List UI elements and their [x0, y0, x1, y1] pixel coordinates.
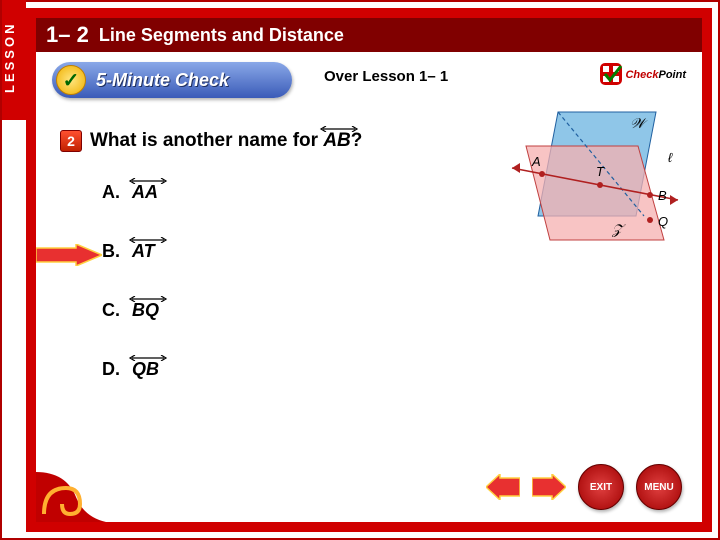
- footer-swirl-icon: [36, 452, 106, 522]
- exit-button[interactable]: EXIT: [578, 464, 624, 510]
- option-d[interactable]: D. QB: [102, 359, 159, 380]
- question-suffix: ?: [351, 130, 363, 151]
- checkpoint-check-text: Check: [625, 69, 658, 81]
- nav-bar: EXIT MENU: [486, 464, 682, 510]
- line-arrow-icon: [128, 296, 168, 302]
- checkpoint-icon: [597, 60, 625, 88]
- five-minute-check-badge: ✓ 5-Minute Check: [52, 62, 292, 98]
- svg-text:ℓ: ℓ: [668, 150, 673, 165]
- over-lesson-text: Over Lesson 1– 1: [324, 68, 448, 85]
- checkpoint-logo: CheckPoint: [597, 60, 686, 88]
- question-segment: AB: [323, 130, 350, 152]
- next-button[interactable]: [532, 474, 566, 500]
- line-arrow-icon: [128, 355, 168, 361]
- question-prefix: What is another name for: [90, 130, 323, 151]
- option-label: D.: [102, 359, 132, 380]
- svg-text:T: T: [596, 164, 605, 179]
- lesson-number: 1– 2: [46, 22, 89, 48]
- svg-text:A: A: [531, 154, 541, 169]
- question-number-badge: 2: [60, 130, 82, 152]
- prev-button[interactable]: [486, 474, 520, 500]
- option-a[interactable]: A. AA: [102, 182, 159, 203]
- option-b[interactable]: B. AT: [102, 241, 159, 262]
- svg-text:Q: Q: [658, 214, 668, 229]
- lesson-tab: LESSON: [2, 0, 26, 120]
- title-bar: 1– 2 Line Segments and Distance: [36, 18, 702, 52]
- inner-frame: 1– 2 Line Segments and Distance ✓ 5-Minu…: [26, 8, 712, 532]
- line-arrow-icon: [128, 237, 168, 243]
- question-text: What is another name for AB?: [90, 130, 362, 152]
- menu-button[interactable]: MENU: [636, 464, 682, 510]
- line-arrow-icon: [128, 178, 168, 184]
- check-label: 5-Minute Check: [96, 70, 229, 91]
- checkpoint-point-text: Point: [659, 69, 687, 81]
- option-segment: BQ: [132, 300, 159, 321]
- option-segment: AT: [132, 241, 155, 262]
- option-label: C.: [102, 300, 132, 321]
- lesson-title: Line Segments and Distance: [99, 25, 344, 46]
- options-list: A. AA B. AT C. BQ D. QB: [102, 182, 159, 418]
- option-c[interactable]: C. BQ: [102, 300, 159, 321]
- geometry-diagram: 𝒲 𝒵 ℓ A T B Q: [502, 98, 682, 258]
- check-icon: ✓: [56, 65, 86, 95]
- line-arrow-icon: [319, 126, 359, 132]
- option-segment: QB: [132, 359, 159, 380]
- option-label: B.: [102, 241, 132, 262]
- svg-text:B: B: [658, 188, 667, 203]
- option-label: A.: [102, 182, 132, 203]
- option-segment: AA: [132, 182, 158, 203]
- answer-arrow-icon: [36, 244, 102, 266]
